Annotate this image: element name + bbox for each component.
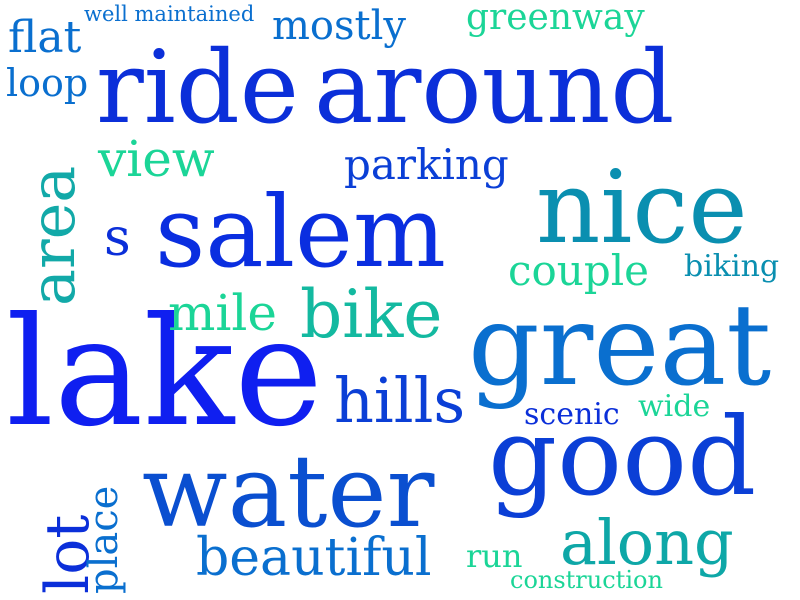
word-wide: wide bbox=[638, 389, 711, 424]
word-water: water bbox=[142, 433, 435, 550]
word-loop: loop bbox=[6, 61, 89, 105]
word-biking: biking bbox=[684, 249, 780, 284]
word-mile: mile bbox=[168, 284, 277, 342]
word-around: around bbox=[314, 29, 675, 146]
word-view: view bbox=[98, 130, 215, 188]
word-beautiful: beautiful bbox=[196, 528, 432, 588]
word-ride: ride bbox=[96, 29, 299, 146]
word-construction: construction bbox=[510, 566, 663, 594]
word-run: run bbox=[466, 537, 523, 575]
word-place: place bbox=[81, 485, 127, 594]
word-good: good bbox=[488, 395, 757, 520]
word-bike: bike bbox=[300, 276, 443, 353]
word-s: s bbox=[104, 208, 131, 268]
word-hills: hills bbox=[334, 364, 466, 437]
word-flat: flat bbox=[8, 12, 82, 63]
word-mostly: mostly bbox=[272, 3, 407, 49]
word-along: along bbox=[560, 506, 734, 579]
word-area: area bbox=[16, 165, 89, 306]
word-nice: nice bbox=[536, 149, 748, 266]
word-scenic: scenic bbox=[524, 397, 620, 432]
word-couple: couple bbox=[508, 246, 650, 295]
word-parking: parking bbox=[344, 140, 509, 189]
word-salem: salem bbox=[155, 176, 446, 290]
word-lake: lake bbox=[6, 286, 324, 460]
word-well-maintained: well maintained bbox=[84, 2, 255, 26]
word-greenway: greenway bbox=[466, 0, 645, 38]
word-great: great bbox=[468, 281, 772, 411]
